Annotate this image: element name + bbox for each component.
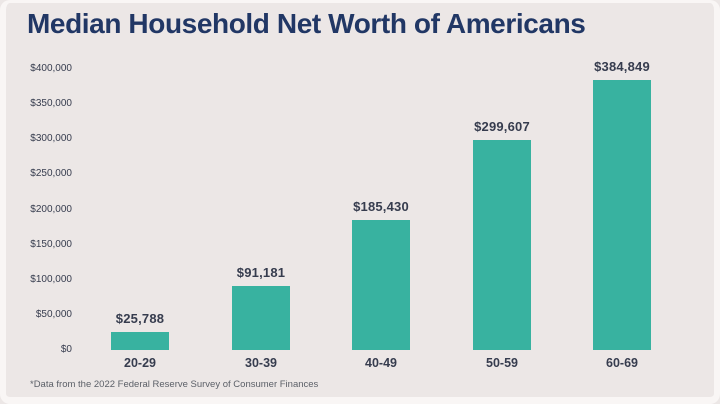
- x-axis-category-label: 60-69: [606, 356, 638, 370]
- y-axis-tick-label: $150,000: [30, 238, 72, 250]
- bar-60-69: [593, 80, 651, 350]
- bar-value-label: $25,788: [115, 311, 165, 326]
- y-axis-tick-label: $200,000: [30, 203, 72, 215]
- bar-50-59: [473, 140, 531, 350]
- bar-value-label: $91,181: [236, 265, 286, 280]
- bar-value-label: $299,607: [474, 119, 530, 134]
- x-axis-category-label: 20-29: [124, 356, 156, 370]
- y-axis-tick-label: $400,000: [30, 63, 72, 74]
- chart-title: Median Household Net Worth of Americans: [27, 8, 586, 39]
- bar-value-label: $185,430: [353, 199, 409, 214]
- x-axis-category-label: 50-59: [486, 356, 518, 370]
- y-axis-tick-label: $50,000: [35, 308, 72, 320]
- x-axis-category-label: 30-39: [245, 356, 277, 370]
- bar-value-label: $384,849: [594, 59, 650, 74]
- y-axis-tick-label: $250,000: [30, 168, 72, 180]
- y-axis-tick-label: $300,000: [30, 133, 72, 145]
- bar-30-39: [232, 286, 290, 350]
- bar-40-49: [352, 220, 410, 350]
- x-axis-category-label: 40-49: [365, 356, 397, 370]
- bar-20-29: [111, 332, 169, 350]
- y-axis-tick-label: $100,000: [30, 273, 72, 285]
- source-footnote: *Data from the 2022 Federal Reserve Surv…: [30, 379, 319, 390]
- y-axis-tick-label: $0: [60, 344, 72, 355]
- y-axis-tick-label: $350,000: [30, 98, 72, 110]
